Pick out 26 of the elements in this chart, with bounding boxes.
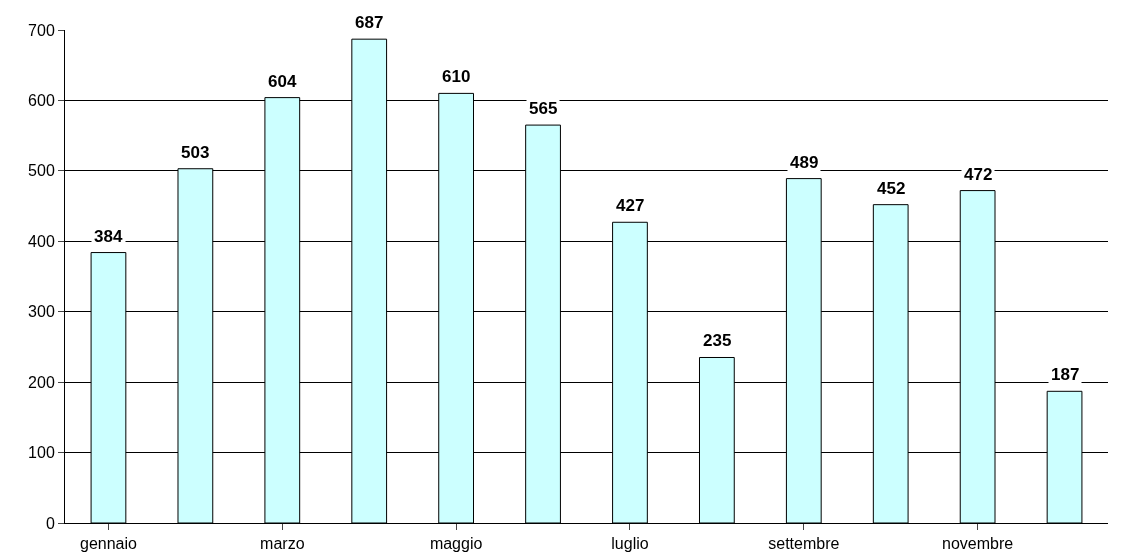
data-label: 384 — [94, 227, 123, 246]
data-label: 604 — [268, 72, 297, 91]
data-label: 235 — [703, 331, 732, 350]
data-label: 565 — [529, 99, 558, 118]
x-tick-label: settembre — [768, 535, 840, 553]
y-tick-label: 0 — [45, 514, 55, 532]
data-label: 187 — [1051, 365, 1080, 384]
data-label: 489 — [790, 153, 819, 172]
y-tick-label: 600 — [28, 92, 55, 110]
x-tick-label: novembre — [942, 535, 1014, 553]
y-tick-label: 100 — [28, 444, 55, 462]
data-label: 427 — [616, 196, 645, 215]
data-label: 610 — [442, 67, 471, 86]
x-tick-label: luglio — [611, 535, 649, 553]
data-label: 452 — [877, 179, 906, 198]
data-label: 687 — [355, 13, 384, 32]
data-label: 503 — [181, 143, 210, 162]
y-tick-label: 200 — [28, 373, 55, 391]
y-tick-label: 300 — [28, 303, 55, 321]
y-tick-label: 700 — [28, 21, 55, 39]
x-tick-label: marzo — [260, 535, 305, 553]
data-label: 472 — [964, 165, 993, 184]
x-tick-label: maggio — [429, 535, 483, 553]
y-tick-label: 500 — [28, 162, 55, 180]
x-tick-label: gennaio — [79, 535, 138, 553]
y-tick-label: 400 — [28, 232, 55, 250]
